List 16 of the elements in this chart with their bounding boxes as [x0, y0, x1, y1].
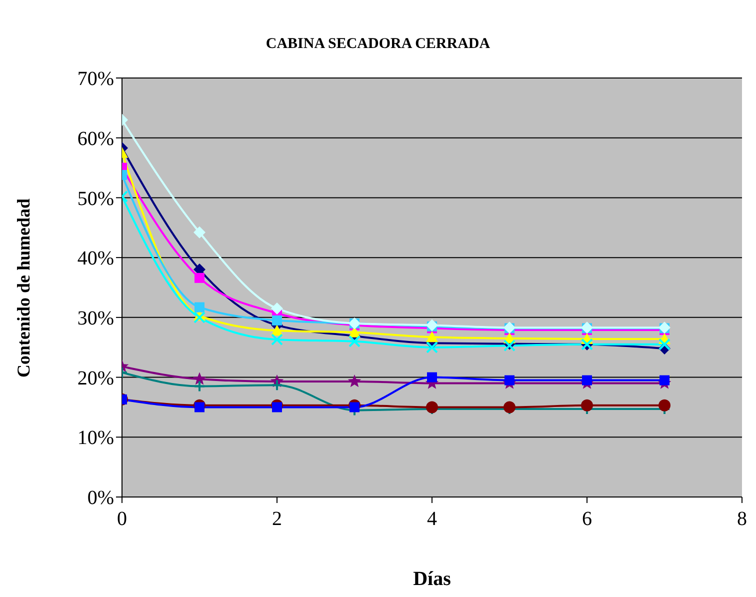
x-tick-label: 0 — [117, 508, 127, 530]
x-tick-label: 6 — [582, 508, 592, 530]
y-tick-label: 10% — [77, 427, 114, 450]
y-tick-label: 30% — [77, 308, 114, 330]
y-tick-label: 50% — [77, 188, 114, 210]
x-tick-label: 4 — [427, 508, 437, 530]
x-axis-title: Días — [412, 568, 452, 591]
y-tick-label: 70% — [77, 68, 114, 90]
chart-title: CABINA SECADORA CERRADA — [264, 36, 492, 53]
x-tick-label: 8 — [737, 508, 747, 530]
y-axis-title: Contenido de humedad — [14, 198, 34, 378]
x-tick-label: 2 — [272, 508, 282, 530]
y-tick-label: 40% — [77, 248, 114, 270]
y-tick-label: 20% — [77, 367, 114, 390]
y-tick-label: 0% — [87, 487, 114, 510]
y-tick-label: 60% — [77, 128, 114, 150]
